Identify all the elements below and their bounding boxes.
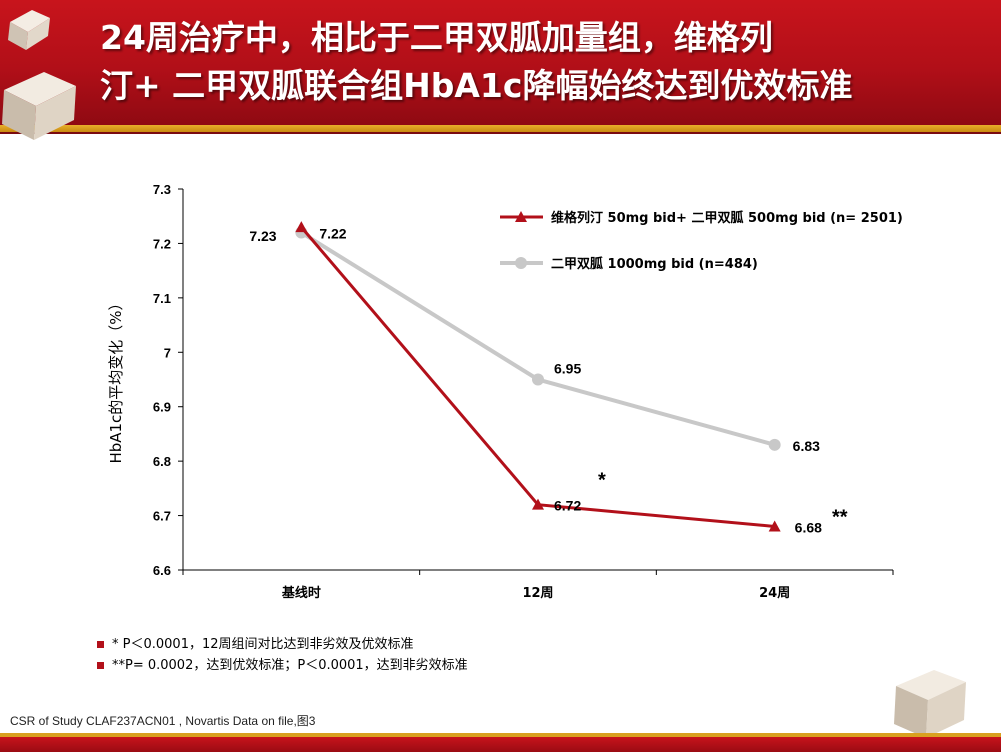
significance-annotation: ** (832, 506, 848, 528)
legend-label: 维格列汀 50mg bid+ 二甲双胍 500mg bid (n= 2501) (551, 210, 903, 226)
data-point (532, 498, 544, 510)
footnote-1-text: * P＜0.0001，12周组间对比达到非劣效及优效标准 (112, 637, 414, 652)
data-label: 6.83 (793, 438, 820, 454)
x-tick-label: 12周 (522, 586, 553, 601)
y-axis: 6.6 6.7 6.8 6.9 7 7.1 7.2 7.3 HbA1c的平均变化（%） (107, 182, 184, 578)
cube-decoration-bottom-right (894, 670, 966, 738)
bullet-icon (97, 662, 104, 669)
cube-decoration-left (2, 72, 76, 140)
y-axis-title: HbA1c的平均变化（%） (107, 295, 125, 463)
chart-legend: 维格列汀 50mg bid+ 二甲双胍 500mg bid (n= 2501) 二… (500, 210, 903, 272)
y-tick-label: 6.7 (153, 509, 171, 524)
footer-bar (0, 737, 1001, 752)
header-gold-stripe (0, 125, 1001, 132)
footnote-2-text: **P= 0.0002，达到优效标准；P＜0.0001，达到非劣效标准 (112, 658, 468, 673)
title-line-2: 汀+ 二甲双胍联合组HbA1c降幅始终达到优效标准 (100, 66, 853, 105)
y-tick-label: 7.2 (153, 236, 171, 251)
line-chart: 6.6 6.7 6.8 6.9 7 7.1 7.2 7.3 HbA1c的平均变化（%） 基线时 1… (107, 182, 903, 601)
data-point (532, 373, 544, 386)
y-tick-label: 7.3 (153, 182, 171, 197)
data-label: 6.68 (795, 519, 822, 535)
footnote-2: **P= 0.0002，达到优效标准；P＜0.0001，达到非劣效标准 (97, 655, 468, 676)
legend-label: 二甲双胍 1000mg bid (n=484) (551, 256, 758, 272)
footnote-1: * P＜0.0001，12周组间对比达到非劣效及优效标准 (97, 634, 468, 655)
legend-marker (515, 211, 527, 222)
data-point (768, 438, 781, 451)
page-title: 24周治疗中，相比于二甲双胍加量组，维格列 汀+ 二甲双胍联合组HbA1c降幅始… (100, 14, 980, 110)
y-tick-label: 6.9 (153, 400, 171, 415)
source-citation: CSR of Study CLAF237ACN01 , Novartis Dat… (10, 714, 316, 728)
legend-marker (515, 257, 527, 269)
y-tick-label: 6.6 (153, 563, 171, 578)
bullet-icon (97, 641, 104, 648)
x-axis: 基线时 12周 24周 (182, 569, 894, 601)
series-layer: 7.226.956.837.236.726.68*** (249, 221, 848, 535)
data-label: 6.95 (554, 361, 581, 377)
data-point (295, 221, 308, 233)
legend-item: 维格列汀 50mg bid+ 二甲双胍 500mg bid (n= 2501) (500, 210, 903, 226)
y-tick-label: 7 (164, 345, 171, 360)
data-label: 7.22 (319, 226, 346, 242)
series-combo: 7.23 6.72 6.68 (249, 221, 822, 535)
significance-annotation: * (598, 470, 606, 492)
header-banner (0, 0, 1001, 125)
header-divider (0, 132, 1001, 134)
data-point (768, 520, 781, 532)
footer-gold-stripe (0, 733, 1001, 737)
y-tick-label: 6.8 (153, 454, 171, 469)
series-metformin: 7.22 6.95 6.83 (295, 226, 820, 454)
legend-item: 二甲双胍 1000mg bid (n=484) (500, 256, 758, 272)
cube-decoration-top-left (8, 10, 50, 50)
data-label: 6.72 (554, 498, 581, 514)
y-tick-label: 7.1 (153, 291, 171, 306)
x-tick-label: 24周 (759, 586, 790, 601)
footnotes: * P＜0.0001，12周组间对比达到非劣效及优效标准 **P= 0.0002… (97, 634, 468, 676)
title-line-1: 24周治疗中，相比于二甲双胍加量组，维格列 (100, 18, 773, 57)
data-label: 7.23 (249, 228, 276, 244)
x-tick-label: 基线时 (281, 585, 321, 601)
